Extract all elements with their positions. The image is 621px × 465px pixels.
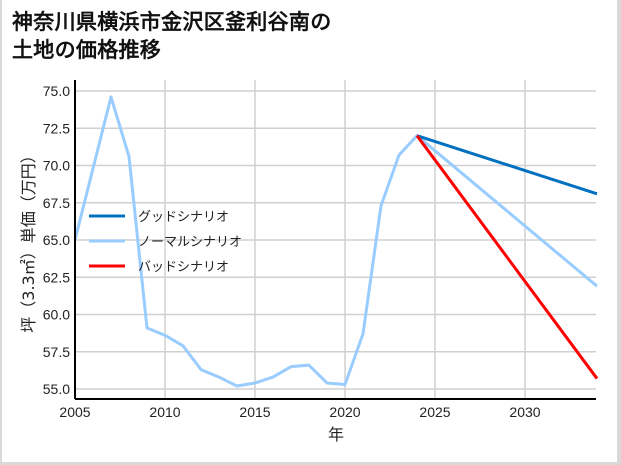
y-axis-ticks: 75.0 72.5 70.0 67.5 65.0 62.5 60.0 57.5 55.0 bbox=[43, 83, 70, 397]
x-tick-label: 2015 bbox=[239, 404, 270, 420]
x-tick-label: 2020 bbox=[329, 404, 360, 420]
series-line bbox=[416, 134, 598, 196]
series-lines bbox=[73, 95, 599, 388]
x-axis-label: 年 bbox=[328, 425, 344, 444]
y-tick-label: 72.5 bbox=[43, 120, 70, 136]
x-tick-label: 2030 bbox=[509, 404, 540, 420]
legend-label: ノーマルシナリオ bbox=[138, 235, 242, 250]
legend-label: バッドシナリオ bbox=[138, 260, 229, 275]
y-tick-label: 57.5 bbox=[43, 344, 70, 360]
legend-label: グッドシナリオ bbox=[138, 210, 229, 225]
series-line bbox=[73, 95, 598, 388]
series-line bbox=[415, 134, 599, 380]
y-tick-label: 55.0 bbox=[43, 381, 70, 397]
axes bbox=[74, 80, 596, 400]
gridlines bbox=[75, 80, 596, 399]
x-tick-label: 2005 bbox=[59, 404, 90, 420]
x-tick-label: 2010 bbox=[149, 404, 180, 420]
y-tick-label: 70.0 bbox=[43, 158, 70, 174]
y-axis-label: 坪（3.3㎡）単価（万円） bbox=[19, 147, 38, 332]
y-tick-label: 62.5 bbox=[43, 269, 70, 285]
y-tick-label: 67.5 bbox=[43, 195, 70, 211]
y-tick-label: 75.0 bbox=[43, 83, 70, 99]
legend-item: バッドシナリオ bbox=[89, 260, 229, 275]
y-tick-label: 60.0 bbox=[43, 307, 70, 323]
y-tick-label: 65.0 bbox=[43, 232, 70, 248]
x-axis-ticks: 2005 2010 2015 2020 2025 2030 bbox=[59, 404, 540, 420]
legend-item: グッドシナリオ bbox=[89, 210, 229, 225]
legend-item: ノーマルシナリオ bbox=[89, 235, 242, 250]
x-tick-label: 2025 bbox=[419, 404, 450, 420]
chart-title: 神奈川県横浜市金沢区釜利谷南の 土地の価格推移 bbox=[12, 10, 332, 62]
